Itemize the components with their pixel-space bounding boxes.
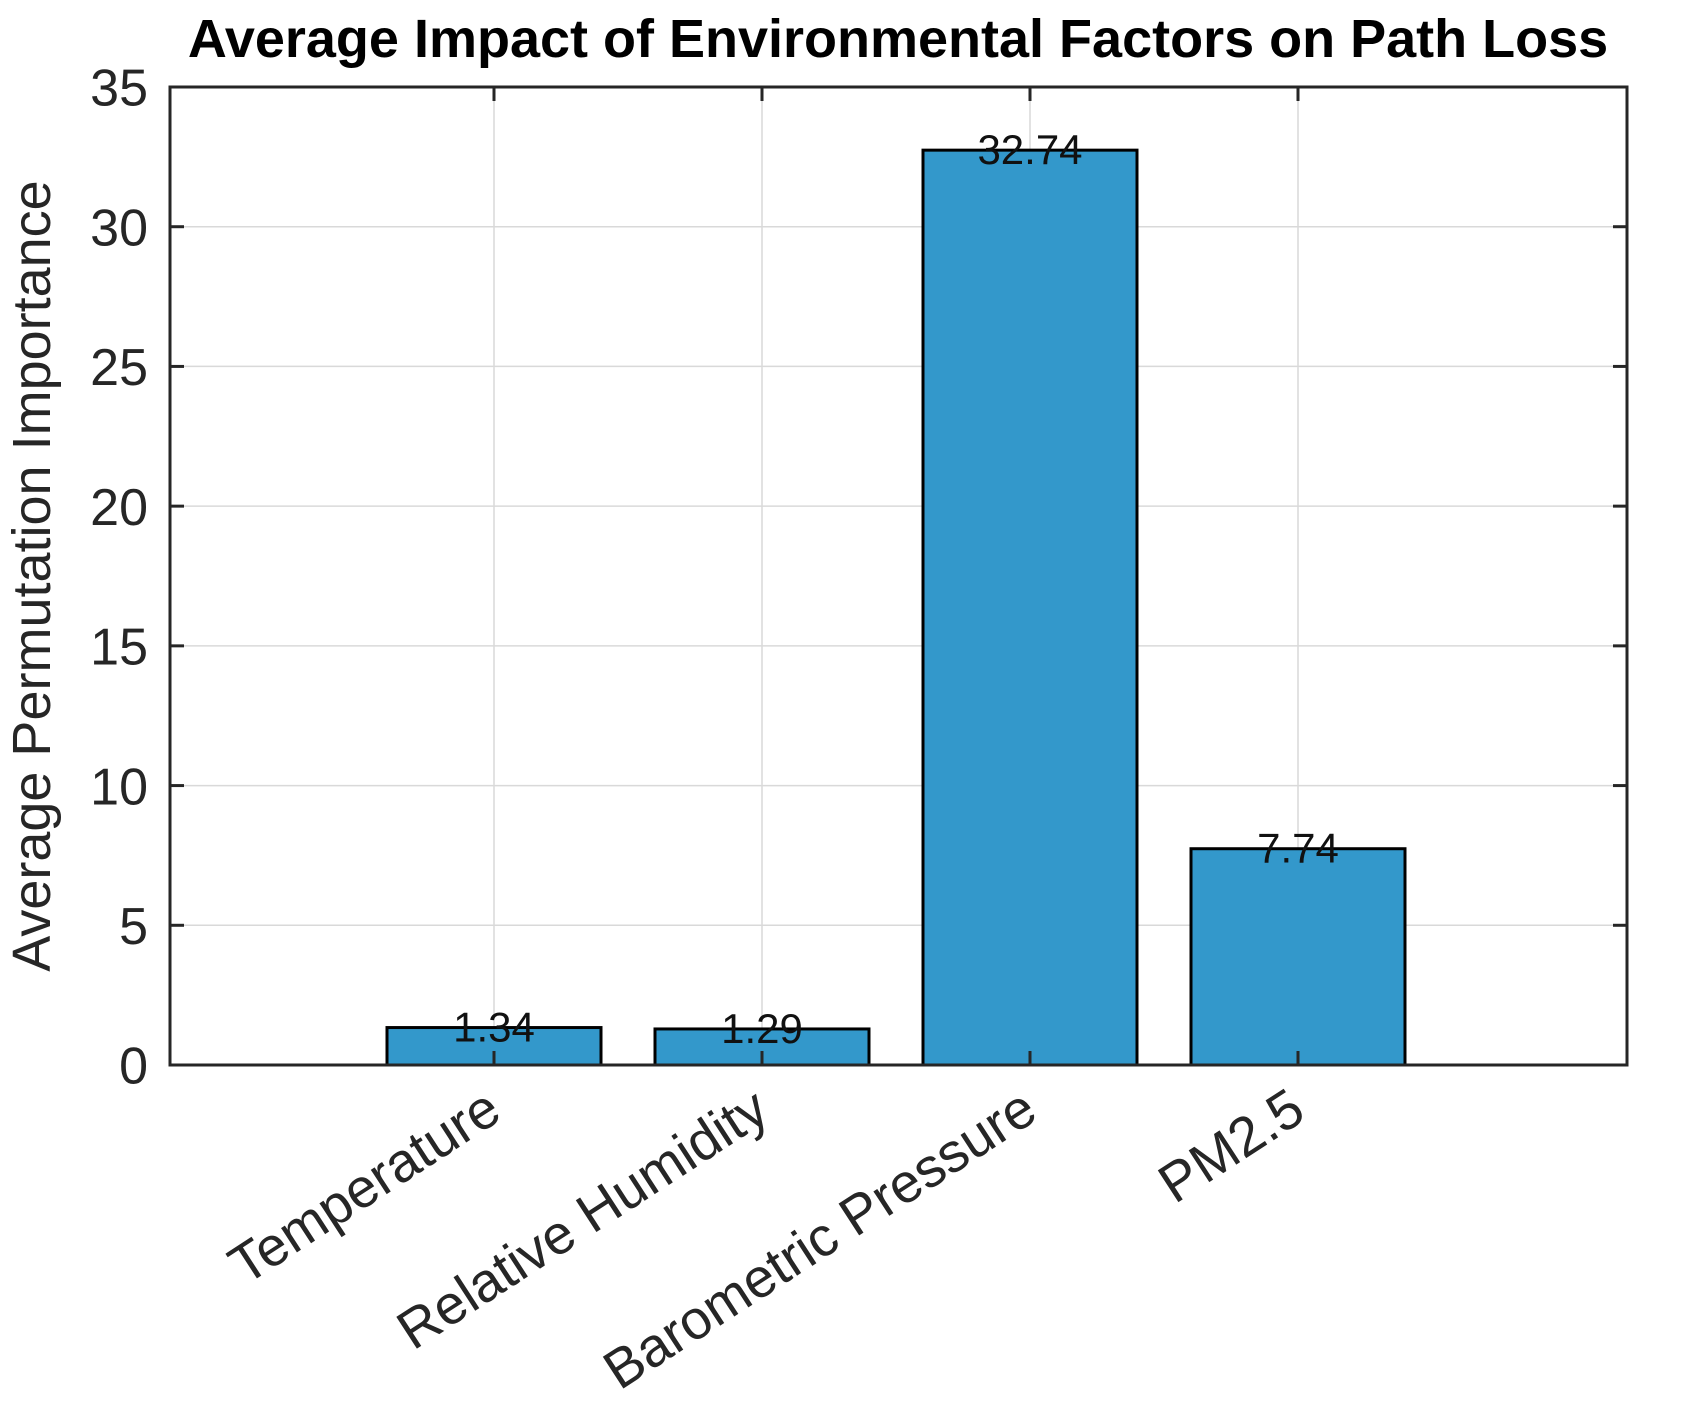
bar-value-label: 7.74 — [1257, 825, 1339, 872]
bar-value-label: 1.29 — [721, 1005, 803, 1052]
axes-box — [168, 85, 1629, 1067]
bar-value-label: 1.34 — [453, 1003, 535, 1050]
y-tick-label: 20 — [90, 479, 148, 537]
bar-value-label: 32.74 — [977, 126, 1082, 173]
axes-layer — [168, 85, 1629, 1067]
x-tick-label-barometric-pressure: Barometric Pressure — [592, 1076, 1046, 1401]
tick-marks-layer — [170, 85, 1627, 1067]
y-tick-label: 5 — [119, 898, 148, 956]
y-tick-label: 0 — [119, 1038, 148, 1096]
x-tick-label-pm2-5: PM2.5 — [1147, 1076, 1314, 1215]
bar-pm2-5 — [1189, 847, 1407, 1067]
y-tick-label: 10 — [90, 758, 148, 816]
y-tick-label: 35 — [90, 60, 148, 118]
y-tick-label: 30 — [90, 199, 148, 257]
value-labels-layer: 1.34 1.29 32.74 7.74 — [453, 126, 1339, 1052]
bars-layer — [385, 148, 1407, 1067]
gridlines-layer — [170, 87, 1627, 1065]
y-tick-label: 25 — [90, 339, 148, 397]
chart-title: Average Impact of Environmental Factors … — [188, 9, 1608, 69]
bar-barometric-pressure — [921, 148, 1139, 1067]
y-axis-label: Average Permutation Importance — [2, 180, 62, 971]
y-tick-label: 15 — [90, 619, 148, 677]
